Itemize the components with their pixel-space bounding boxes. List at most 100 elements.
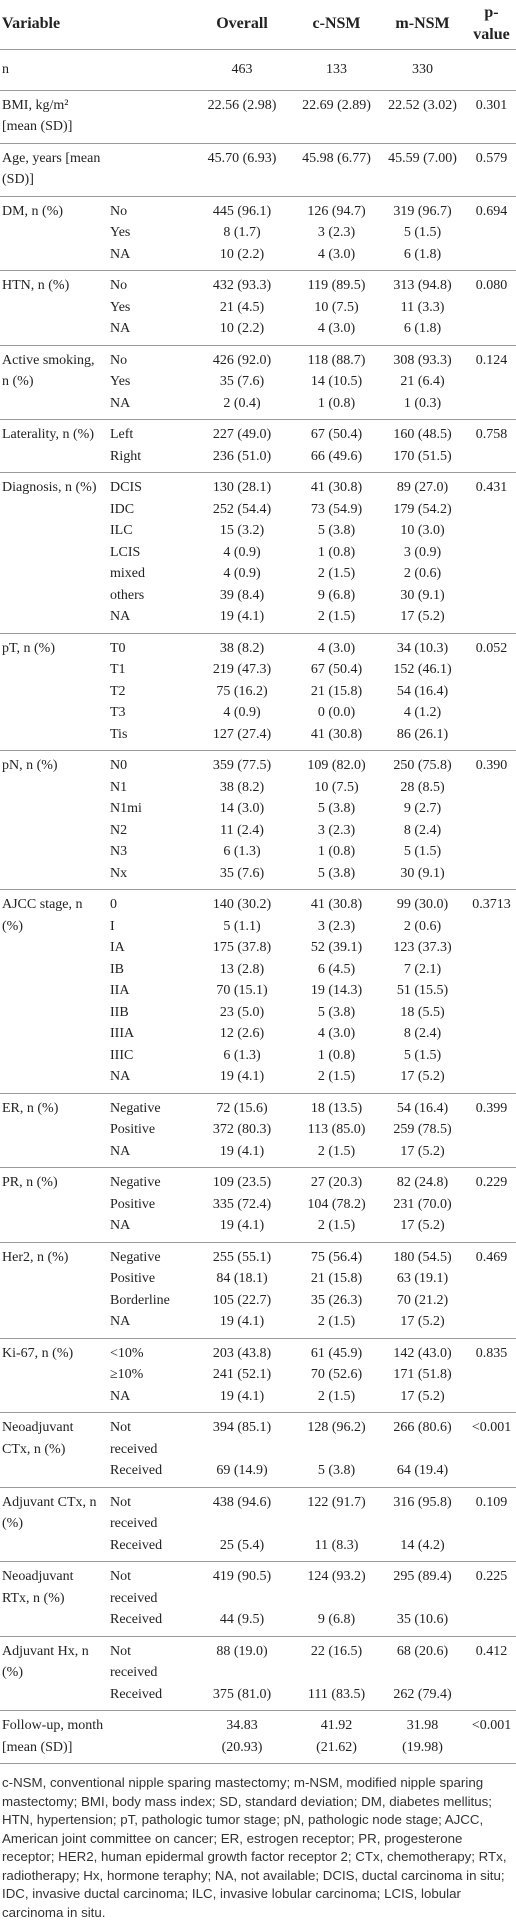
value-cell: 179 (54.2) [378,499,467,521]
p-value-cell: 0.3713 [467,890,516,1094]
category-cell: NA [110,1141,189,1168]
value-cell: 2 (0.6) [378,563,467,585]
value-text: 0 (0.0) [317,705,356,720]
value-text: 30 (9.1) [400,865,445,881]
category-cell: Negative [110,1093,189,1119]
value-cell: 111 (83.5) [295,1684,378,1711]
value-text: 11 (8.3) [314,1537,359,1553]
value-text: 5 (3.8) [317,801,356,816]
table-row: n 463 133 330 [0,50,516,91]
value-cell: 2 (1.5) [295,606,378,633]
variable-label: Diagnosis, n (%) [2,480,97,495]
variable-cell: Neoadjuvant CTx, n (%) [0,1413,110,1488]
value-text: 1 (0.8) [317,1047,356,1063]
value-cell: 335 (72.4) [189,1194,295,1216]
variable-cell: Neoadjuvant RTx, n (%) [0,1562,110,1637]
variable-label: Active smoking, n (%) [2,352,95,390]
value-cell: 73 (54.9) [295,499,378,521]
value-text: 123 (37.3) [393,940,452,955]
value-text: 75 (56.4) [310,1249,363,1265]
value-text: 119 (89.5) [307,278,366,293]
category-cell: Not received [110,1636,189,1684]
table-row: Nx 35 (7.6) 5 (3.8) 30 (9.1) [0,863,516,890]
variable-group: AJCC stage, n (%) 0 140 (30.2) 41 (30.8) 99 … [0,890,516,1094]
category-label: NA [110,246,131,262]
category-cell: Positive [110,1268,189,1290]
value-cell: 64 (19.4) [378,1460,467,1487]
value-text: 52 (39.1) [310,940,363,955]
value-text: 104 (78.2) [307,1196,366,1212]
value-text: 34.83 (20.93) [221,1718,263,1755]
value-cell: 5 (1.5) [378,222,467,244]
value-cell: 19 (14.3) [295,980,378,1002]
variable-group: Neoadjuvant CTx, n (%) Not received 394 (8… [0,1413,516,1488]
value-text: 445 (96.1) [212,203,272,219]
category-cell: IB [110,959,189,981]
value-text: 23 (5.0) [219,1004,265,1020]
value-text: 18 (13.5) [310,1100,363,1116]
value-cell: 5 (3.8) [295,1002,378,1024]
p-value-cell: 0.399 [467,1093,516,1168]
value-text: 160 (48.5) [393,427,452,442]
value-text: 67 (50.4) [310,427,363,442]
value-text: 73 (54.9) [310,501,363,517]
value-cell: 19 (4.1) [189,1141,295,1168]
value-text: 2 (1.5) [317,1314,356,1329]
category-cell: IA [110,937,189,959]
table-row: NA 10 (2.2) 4 (3.0) 6 (1.8) [0,244,516,271]
p-value: 0.579 [475,150,508,166]
value-text: 2 (0.6) [403,918,442,934]
value-text: 35 (7.6) [219,865,265,881]
value-text: 2 (0.6) [403,566,442,581]
value-text: 426 (92.0) [212,352,272,368]
value-cell: 4 (1.2) [378,702,467,724]
header-cell: c-NSM [295,0,379,50]
value-cell: 9 (2.7) [378,798,467,820]
value-text: 41 (30.8) [310,480,363,495]
value-text: 313 (94.8) [393,278,452,293]
value-text: 22.56 (2.98) [207,97,277,113]
value-text: 45.98 (6.77) [302,150,371,166]
value-cell: 19 (4.1) [189,1386,295,1413]
category-label: T2 [110,683,126,699]
variable-cell: PR, n (%) [0,1168,110,1243]
value-text: 19 (4.1) [219,1218,265,1233]
value-text: 14 (4.2) [400,1537,445,1553]
value-cell: 31.98 (19.98) [378,1711,467,1764]
value-text: 17 (5.2) [400,1218,445,1233]
category-cell: N1mi [110,798,189,820]
table-row: NA 19 (4.1) 2 (1.5) 17 (5.2) [0,1386,516,1413]
value-text: 75 (16.2) [216,683,268,699]
value-cell: 463 [189,50,295,91]
value-text: 54 (16.4) [396,1100,449,1116]
variable-cell: Adjuvant Hx, n (%) [0,1636,110,1711]
category-label: Received [110,1686,163,1702]
p-value: <0.001 [471,1420,512,1435]
value-cell: 152 (46.1) [378,659,467,681]
value-text: 19 (14.3) [310,983,363,998]
value-cell: 68 (20.6) [378,1636,467,1684]
value-text: 14 (10.5) [310,374,363,389]
p-value: 0.390 [475,758,508,773]
value-text: 2 (1.5) [317,566,356,581]
footnote: c-NSM, conventional nipple sparing maste… [2,1775,507,1920]
value-text: 9 (6.8) [317,1612,356,1627]
variable-label: n [2,62,9,77]
category-cell: No [110,345,189,371]
variable-cell: pN, n (%) [0,751,110,890]
category-label: N1mi [110,801,142,816]
value-text: 31.98 (19.98) [402,1718,443,1755]
table-row: Yes 35 (7.6) 14 (10.5) 21 (6.4) [0,371,516,393]
variable-label: Neoadjuvant RTx, n (%) [2,1569,74,1606]
category-cell: Tis [110,724,189,751]
value-text: 15 (3.2) [219,523,265,538]
value-text: 109 (23.5) [212,1175,272,1190]
value-cell: 38 (8.2) [189,777,295,799]
category-cell: Yes [110,371,189,393]
variable-label: Neoadjuvant CTx, n (%) [2,1420,74,1457]
value-text: 54 (16.4) [396,683,449,699]
value-text: 432 (93.3) [212,278,272,293]
category-label: N0 [110,758,128,773]
category-label: Positive [110,1271,156,1286]
category-label: Not received [110,1569,158,1606]
